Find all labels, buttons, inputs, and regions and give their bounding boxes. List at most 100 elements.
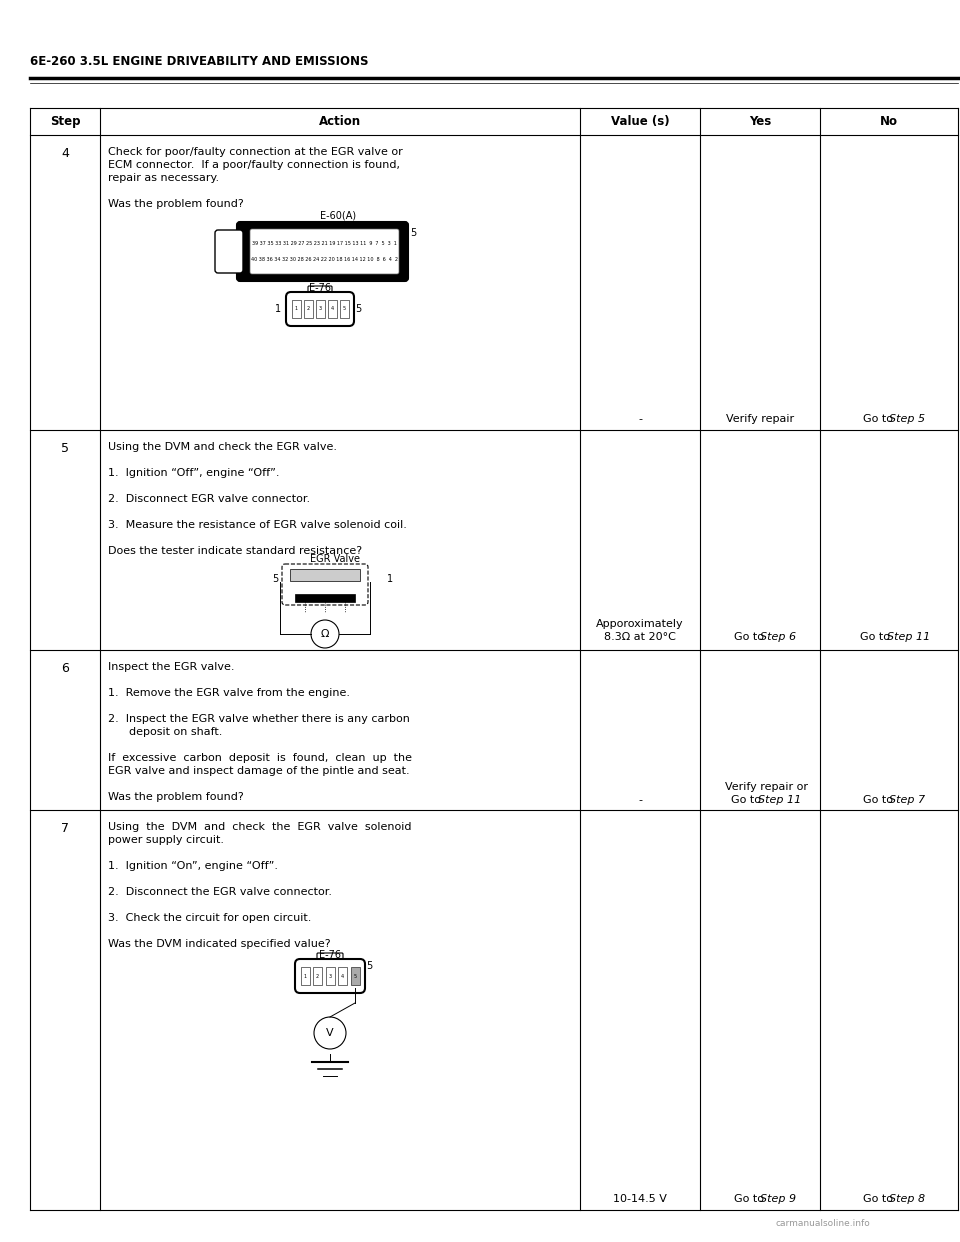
Bar: [295, 594, 355, 602]
Text: 4: 4: [341, 974, 344, 979]
Text: Go to: Go to: [863, 795, 896, 805]
Text: 1: 1: [303, 974, 306, 979]
Bar: [316, 301, 324, 318]
Bar: [300, 968, 309, 985]
Text: Using the DVM and check the EGR valve.: Using the DVM and check the EGR valve.: [108, 442, 337, 452]
Text: Using  the  DVM  and  check  the  EGR  valve  solenoid: Using the DVM and check the EGR valve so…: [108, 822, 412, 832]
Text: 5: 5: [353, 974, 356, 979]
Text: If  excessive  carbon  deposit  is  found,  clean  up  the: If excessive carbon deposit is found, cl…: [108, 753, 412, 763]
Text: 3: 3: [328, 974, 331, 979]
Text: 7: 7: [61, 822, 69, 835]
Text: Was the DVM indicated specified value?: Was the DVM indicated specified value?: [108, 939, 330, 949]
Text: 5: 5: [343, 307, 346, 312]
Circle shape: [311, 620, 339, 648]
Text: Was the problem found?: Was the problem found?: [108, 199, 244, 209]
Text: deposit on shaft.: deposit on shaft.: [108, 727, 223, 737]
Text: Step 6: Step 6: [760, 632, 796, 642]
Text: 39 37 35 33 31 29 27 25 23 21 19 17 15 13 11  9  7  5  3  1: 39 37 35 33 31 29 27 25 23 21 19 17 15 1…: [252, 241, 396, 246]
Text: EGR Valve: EGR Valve: [310, 554, 360, 564]
Text: -: -: [638, 414, 642, 424]
Text: 5: 5: [366, 961, 372, 971]
Text: 3.  Check the circuit for open circuit.: 3. Check the circuit for open circuit.: [108, 913, 311, 923]
Text: 8.3Ω at 20°C: 8.3Ω at 20°C: [604, 632, 676, 642]
Text: Inspect the EGR valve.: Inspect the EGR valve.: [108, 662, 234, 672]
Text: 4: 4: [330, 307, 333, 312]
Circle shape: [314, 1017, 346, 1049]
Text: 1: 1: [295, 307, 298, 312]
Text: Go to: Go to: [860, 632, 894, 642]
Text: 2.  Inspect the EGR valve whether there is any carbon: 2. Inspect the EGR valve whether there i…: [108, 714, 410, 724]
Text: 1.  Ignition “On”, engine “Off”.: 1. Ignition “On”, engine “Off”.: [108, 861, 278, 871]
Text: V: V: [326, 1028, 334, 1038]
FancyBboxPatch shape: [317, 953, 343, 965]
FancyBboxPatch shape: [250, 229, 399, 274]
Text: Does the tester indicate standard resistance?: Does the tester indicate standard resist…: [108, 546, 362, 556]
FancyBboxPatch shape: [215, 230, 243, 273]
Bar: [327, 301, 337, 318]
Text: Ω: Ω: [321, 628, 329, 638]
Text: Go to: Go to: [863, 414, 896, 424]
Text: 5: 5: [410, 229, 417, 238]
FancyBboxPatch shape: [286, 292, 354, 325]
Text: 3: 3: [319, 307, 322, 312]
Text: EGR valve and inspect damage of the pintle and seat.: EGR valve and inspect damage of the pint…: [108, 766, 410, 776]
FancyBboxPatch shape: [308, 286, 332, 298]
Text: 1: 1: [387, 574, 393, 584]
Text: E-60(A): E-60(A): [320, 210, 356, 220]
FancyBboxPatch shape: [282, 564, 368, 605]
Text: 1.  Remove the EGR valve from the engine.: 1. Remove the EGR valve from the engine.: [108, 688, 350, 698]
Text: power supply circuit.: power supply circuit.: [108, 835, 224, 845]
Text: Apporoximately: Apporoximately: [596, 619, 684, 628]
Text: Value (s): Value (s): [611, 116, 669, 128]
Text: Verify repair: Verify repair: [726, 414, 794, 424]
Text: Action: Action: [319, 116, 361, 128]
Text: Verify repair or: Verify repair or: [725, 782, 807, 792]
Text: 5: 5: [61, 442, 69, 455]
Text: 10-14.5 V: 10-14.5 V: [613, 1194, 667, 1203]
Bar: [290, 569, 360, 581]
Text: -: -: [638, 795, 642, 805]
Text: Step 9: Step 9: [760, 1194, 796, 1203]
FancyBboxPatch shape: [237, 222, 408, 281]
Text: 40 38 36 34 32 30 28 26 24 22 20 18 16 14 12 10  8  6  4  2: 40 38 36 34 32 30 28 26 24 22 20 18 16 1…: [251, 257, 398, 262]
Text: Step: Step: [50, 116, 81, 128]
Text: Go to: Go to: [863, 1194, 896, 1203]
Text: Step 11: Step 11: [887, 632, 930, 642]
Bar: [338, 968, 347, 985]
Bar: [340, 301, 348, 318]
Bar: [303, 301, 313, 318]
Text: 2: 2: [316, 974, 319, 979]
Text: 5: 5: [355, 304, 361, 314]
Text: Was the problem found?: Was the problem found?: [108, 792, 244, 802]
Bar: [350, 968, 359, 985]
Text: Step 11: Step 11: [757, 795, 801, 805]
Text: Check for poor/faulty connection at the EGR valve or: Check for poor/faulty connection at the …: [108, 147, 403, 156]
Text: 4: 4: [61, 147, 69, 160]
Text: Step 5: Step 5: [889, 414, 925, 424]
Text: No: No: [880, 116, 898, 128]
Text: 6E-260 3.5L ENGINE DRIVEABILITY AND EMISSIONS: 6E-260 3.5L ENGINE DRIVEABILITY AND EMIS…: [30, 55, 369, 68]
Bar: [292, 301, 300, 318]
Text: 5: 5: [272, 574, 278, 584]
Text: Go to: Go to: [732, 795, 765, 805]
Text: ECM connector.  If a poor/faulty connection is found,: ECM connector. If a poor/faulty connecti…: [108, 160, 400, 170]
Text: 2: 2: [306, 307, 309, 312]
Bar: [313, 968, 322, 985]
Text: E-76: E-76: [309, 283, 331, 293]
Text: 3.  Measure the resistance of EGR valve solenoid coil.: 3. Measure the resistance of EGR valve s…: [108, 520, 407, 530]
Text: 6: 6: [61, 662, 69, 674]
Text: Step 7: Step 7: [889, 795, 925, 805]
Text: repair as necessary.: repair as necessary.: [108, 173, 219, 183]
Text: Go to: Go to: [733, 1194, 767, 1203]
Bar: [325, 968, 334, 985]
FancyBboxPatch shape: [295, 959, 365, 994]
Text: Step 8: Step 8: [889, 1194, 925, 1203]
Text: 2.  Disconnect the EGR valve connector.: 2. Disconnect the EGR valve connector.: [108, 887, 332, 897]
Text: E-76: E-76: [319, 950, 341, 960]
Text: 1.  Ignition “Off”, engine “Off”.: 1. Ignition “Off”, engine “Off”.: [108, 468, 279, 478]
Text: 2.  Disconnect EGR valve connector.: 2. Disconnect EGR valve connector.: [108, 494, 310, 504]
Text: 1: 1: [275, 304, 281, 314]
Text: Yes: Yes: [749, 116, 771, 128]
Text: Go to: Go to: [733, 632, 767, 642]
Text: carmanualsoline.info: carmanualsoline.info: [776, 1218, 870, 1228]
